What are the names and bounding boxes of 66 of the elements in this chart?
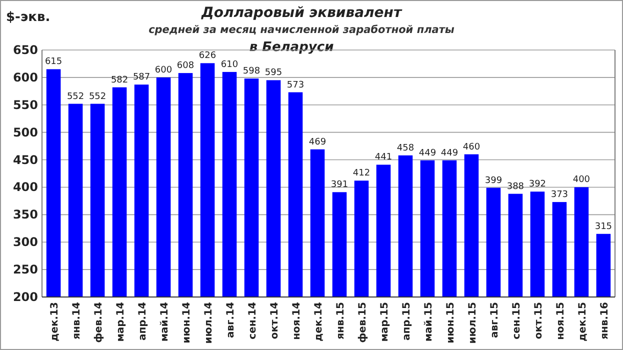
x-tick-label: дек.15 xyxy=(577,302,588,342)
x-tick-label: мар.14 xyxy=(116,302,127,342)
x-tick-label: мар.15 xyxy=(379,302,390,342)
x-tick-label: авг.14 xyxy=(226,302,237,338)
x-tick-label: сен.15 xyxy=(511,302,522,340)
x-tick-label: ноя.15 xyxy=(555,302,566,340)
x-tick-label: ноя.14 xyxy=(292,302,303,340)
y-tick-label: 500 xyxy=(12,125,38,140)
data-label: 598 xyxy=(242,66,260,77)
chart-title: Долларовый эквивалент xyxy=(200,5,402,21)
x-tick-label: апр.15 xyxy=(401,302,412,341)
data-label: 392 xyxy=(528,180,546,190)
data-label: 587 xyxy=(132,72,150,83)
x-tick-label: май.14 xyxy=(160,302,171,342)
y-tick-label: 300 xyxy=(12,235,38,250)
data-label: 610 xyxy=(220,60,238,70)
data-label: 552 xyxy=(66,92,84,102)
x-tick-label: фев.15 xyxy=(357,302,368,343)
x-tick-label: янв.15 xyxy=(336,302,346,340)
x-tick-label: май.15 xyxy=(423,302,434,342)
y-tick-label: 600 xyxy=(12,70,38,84)
y-tick-label: 550 xyxy=(12,98,38,112)
x-tick-label: июн.14 xyxy=(182,302,193,344)
data-label: 626 xyxy=(198,51,216,62)
data-label: 391 xyxy=(330,180,348,190)
x-tick-label: янв.16 xyxy=(599,302,610,340)
data-label: 573 xyxy=(286,80,304,90)
x-tick-label: апр.14 xyxy=(138,302,149,341)
data-label: 388 xyxy=(506,182,524,192)
y-tick-label: 650 xyxy=(12,43,38,57)
annotation: в Беларуси xyxy=(249,40,334,55)
x-tick-label: окт.14 xyxy=(270,302,281,340)
x-tick-label: июл.15 xyxy=(467,302,478,344)
data-label: 615 xyxy=(44,57,62,68)
chart-subtitle: средней за месяц начисленной заработной платы xyxy=(148,24,455,36)
x-tick-label: янв.14 xyxy=(72,302,83,340)
x-tick-label: июн.15 xyxy=(445,302,456,344)
y-tick-label: 350 xyxy=(12,208,38,222)
data-label: 449 xyxy=(418,148,436,158)
y-tick-label: 400 xyxy=(12,180,38,194)
data-label: 449 xyxy=(440,148,458,158)
data-label: 608 xyxy=(176,61,194,72)
x-tick-label: июл.14 xyxy=(204,302,215,344)
data-label: 582 xyxy=(110,75,128,86)
x-tick-label: авг.15 xyxy=(489,302,500,338)
data-label: 400 xyxy=(572,175,590,186)
x-tick-label: дек.13 xyxy=(50,302,61,342)
data-label: 315 xyxy=(594,222,612,232)
data-label: 399 xyxy=(484,176,502,186)
data-label: 412 xyxy=(352,168,370,179)
data-label: 441 xyxy=(374,152,392,163)
data-label: 595 xyxy=(264,68,282,78)
x-tick-label: дек.14 xyxy=(314,302,324,342)
y-tick-label: 200 xyxy=(12,290,38,304)
data-label: 600 xyxy=(154,65,172,76)
y-axis-title: $-экв. xyxy=(6,10,50,25)
data-label: 458 xyxy=(396,143,414,154)
y-tick-label: 250 xyxy=(12,262,38,277)
y-tick-label: 450 xyxy=(12,152,38,167)
data-label: 469 xyxy=(308,137,326,148)
x-tick-label: сен.14 xyxy=(248,302,259,340)
x-tick-label: фев.14 xyxy=(94,302,105,343)
data-label: 552 xyxy=(88,92,106,102)
x-tick-label: окт.15 xyxy=(533,302,544,340)
data-label: 373 xyxy=(550,190,568,200)
data-label: 460 xyxy=(462,142,480,152)
